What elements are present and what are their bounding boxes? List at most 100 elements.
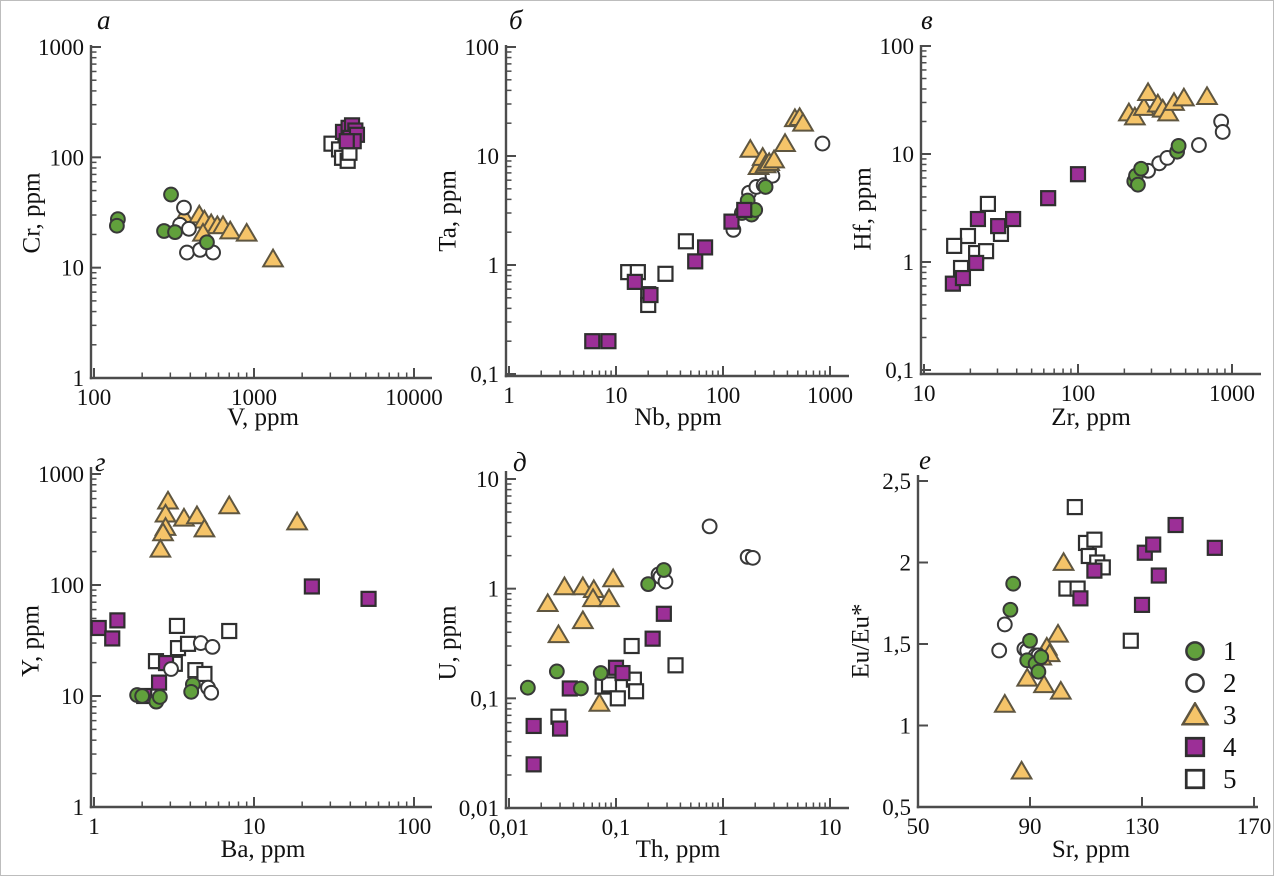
series-s4: [90, 578, 377, 705]
data-point: [762, 148, 786, 169]
series-s5: [550, 637, 684, 725]
y-tick-label: 0,01: [459, 796, 499, 821]
data-point: [525, 717, 542, 735]
data-point: [993, 693, 1017, 713]
legend-item-2: 2: [1181, 669, 1237, 696]
panel-g-plot: 1 10 100 1 10 100 1000: [38, 462, 432, 839]
data-point: [179, 244, 195, 261]
data-point: [1052, 551, 1076, 571]
y-tick-label: 1: [488, 253, 500, 278]
ticks: [91, 473, 415, 808]
data-point: [1167, 516, 1184, 534]
x-tick-label: 10: [913, 381, 936, 406]
data-point: [1022, 632, 1038, 649]
series-s1: [129, 676, 201, 710]
data-point: [548, 663, 565, 680]
x-tick-label: 10: [243, 814, 266, 839]
data-point: [1123, 105, 1147, 126]
panel-d-plot: 0,01 0,1 1 10 0,01 0,1 1 10: [459, 467, 849, 840]
ticks: [917, 480, 1255, 808]
legend-marker: [1185, 641, 1205, 661]
data-point: [199, 234, 215, 251]
data-point: [655, 605, 672, 622]
data-point: [696, 239, 714, 256]
y-tick-label: 0,1: [470, 362, 499, 387]
y-tick-label: 2,5: [882, 469, 911, 494]
panel-e: е Eu/Eu* Sr, ppm 50 90 130 170 0,5 1 1,5 2 2,5: [841, 441, 1273, 875]
y-tick-label: 100: [880, 34, 915, 59]
data-point: [571, 609, 595, 630]
data-point: [196, 665, 213, 683]
y-tick-label: 100: [50, 573, 85, 598]
data-point: [109, 612, 126, 629]
data-point: [1156, 101, 1180, 122]
legend-item-1: 1: [1181, 637, 1237, 664]
data-point: [1170, 137, 1187, 154]
data-point: [1185, 673, 1205, 693]
data-point: [626, 273, 643, 290]
data-point: [1150, 567, 1167, 584]
y-tick-label: 1,5: [882, 632, 911, 657]
panel-letter-d: д: [513, 447, 527, 477]
data-point: [104, 630, 121, 647]
data-point: [968, 254, 985, 272]
data-point: [1066, 498, 1083, 516]
ticks: [91, 46, 415, 379]
data-point: [1133, 160, 1150, 177]
minor-ticks: [506, 51, 826, 376]
x-tick-label: 1000: [1209, 381, 1255, 406]
x-axis-title: Zr, ppm: [1051, 404, 1131, 431]
data-point: [1185, 641, 1205, 661]
series-s1: [519, 562, 672, 697]
axes: [916, 475, 1258, 809]
data-point: [1206, 539, 1223, 556]
data-point: [1015, 666, 1039, 687]
data-point: [701, 518, 718, 535]
data-point: [183, 683, 200, 700]
legend-marker: [1185, 673, 1205, 693]
data-point: [176, 199, 192, 216]
y-tick-label: 1: [903, 250, 915, 275]
y-tick-label: 2: [900, 551, 912, 576]
data-point: [1049, 679, 1073, 700]
y-tick-label: 10: [476, 467, 499, 492]
panel-letter-g: г: [95, 447, 106, 477]
panel-letter-v: в: [921, 5, 933, 35]
series-s2: [650, 518, 761, 590]
x-tick-label: 0,01: [489, 815, 529, 840]
series-s5: [1058, 498, 1139, 649]
y-tick-label: 1000: [38, 462, 84, 487]
data-point: [991, 642, 1008, 659]
panel-letter-b: б: [509, 5, 523, 35]
data-point: [1005, 210, 1022, 228]
data-point: [1172, 86, 1196, 107]
data-point: [221, 622, 238, 640]
data-point: [990, 217, 1007, 235]
filled-square-icon: [1184, 736, 1206, 758]
y-tick-label: 0,5: [882, 795, 911, 820]
data-point: [744, 549, 761, 566]
x-tick-label: 50: [907, 814, 930, 839]
series-s1: [108, 186, 215, 251]
data-point: [1069, 166, 1087, 183]
data-point: [179, 635, 197, 652]
x-tick-label: 1: [717, 815, 729, 840]
data-point: [1184, 736, 1206, 758]
data-point: [1191, 137, 1207, 153]
data-point: [614, 664, 631, 682]
axes: [504, 471, 849, 810]
legend-marker: [1181, 702, 1210, 726]
data-point: [814, 135, 831, 152]
tick-labels: 50 90 130 170 0,5 1 1,5 2 2,5: [882, 469, 1271, 839]
data-point: [1086, 531, 1103, 548]
x-tick-label: 1: [88, 814, 100, 839]
data-point: [1072, 590, 1089, 607]
legend-item-5: 5: [1181, 765, 1237, 792]
data-point: [996, 616, 1013, 633]
data-point: [156, 489, 180, 510]
panel-b: б Ta, ppm Nb, ppm 1 10 100 1000 0,1 1 10 100: [421, 1, 861, 441]
data-point: [185, 504, 209, 525]
series-s4: [584, 201, 753, 350]
